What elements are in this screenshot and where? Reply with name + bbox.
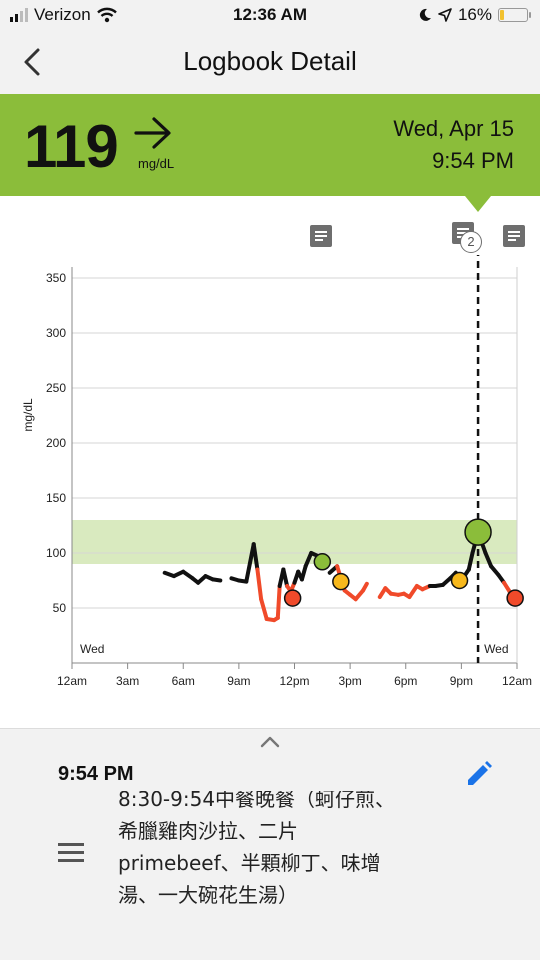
- chevron-up-icon[interactable]: [259, 735, 281, 749]
- note-icon[interactable]: [503, 225, 525, 247]
- back-button[interactable]: [18, 46, 48, 78]
- note-text: 8:30-9:54中餐晚餐（蚵仔煎、 希臘雞肉沙拉、二片 primebeef、半…: [118, 791, 448, 941]
- glucose-trace-segment: [255, 567, 264, 602]
- y-tick-label: 200: [46, 436, 66, 450]
- x-tick-label: 3am: [116, 674, 139, 688]
- x-tick-label: 3pm: [338, 674, 361, 688]
- y-tick-label: 300: [46, 326, 66, 340]
- x-tick-label: 12pm: [279, 674, 309, 688]
- day-label: Wed: [80, 642, 104, 656]
- reading-banner: 119 mg/dL Wed, Apr 15 9:54 PM: [0, 94, 540, 196]
- note-line: 8:30-9:54中餐晚餐（蚵仔煎、: [118, 791, 396, 811]
- glucose-trace-segment: [259, 597, 269, 621]
- x-tick-label: 9pm: [450, 674, 473, 688]
- target-range-band: [72, 520, 517, 564]
- glucose-value: 119: [24, 113, 119, 180]
- glucose-trace-segment: [466, 551, 475, 572]
- y-tick-label: 150: [46, 491, 66, 505]
- battery-icon: [498, 8, 531, 22]
- glucose-unit: mg/dL: [138, 156, 175, 171]
- day-label: Wed: [484, 642, 508, 656]
- reading-marker: [332, 572, 350, 591]
- glucose-trace-segment: [483, 551, 494, 569]
- panel-divider: [0, 728, 540, 729]
- note-line: 希臘雞肉沙拉、二片: [118, 819, 298, 843]
- detail-time: 9:54 PM: [58, 763, 134, 785]
- x-tick-label: 6am: [172, 674, 195, 688]
- note-line: primebeef、半顆柳丁、味增: [118, 851, 381, 875]
- glucose-trace-segment: [407, 584, 419, 599]
- glucose-trace-segment: [251, 542, 260, 572]
- reading-marker: [283, 589, 302, 607]
- wifi-icon: [96, 7, 117, 23]
- glucose-trace-segment: [361, 581, 369, 593]
- selected-reading-marker: [464, 518, 492, 546]
- note-count-badge: 2: [460, 231, 482, 253]
- signal-icon: [10, 8, 28, 22]
- glucose-trace-segment: [244, 542, 256, 584]
- reading-date: Wed, Apr 15: [393, 116, 514, 141]
- page-title: Logbook Detail: [183, 46, 357, 76]
- glucose-trace-segment: [281, 567, 290, 588]
- pencil-icon[interactable]: [464, 759, 494, 789]
- y-axis-label: mg/dL: [21, 398, 35, 432]
- moon-icon: [419, 8, 431, 21]
- x-tick-label: 6pm: [394, 674, 417, 688]
- glucose-trace-segment: [303, 551, 314, 569]
- battery-percent: 16%: [457, 5, 492, 24]
- nav-bar: Logbook Detail: [0, 32, 540, 94]
- status-bar: Verizon 12:36 AM 16%: [0, 0, 540, 32]
- glucose-trace-segment: [275, 584, 282, 620]
- banner-pointer: [465, 196, 491, 212]
- reading-marker: [313, 553, 332, 571]
- x-tick-label: 12am: [502, 674, 532, 688]
- reading-time: 9:54 PM: [432, 148, 514, 173]
- reading-marker: [450, 571, 469, 590]
- y-tick-label: 250: [46, 381, 66, 395]
- x-tick-label: 12am: [57, 674, 87, 688]
- y-tick-label: 350: [46, 271, 66, 285]
- glucose-trace-segment: [299, 564, 308, 582]
- glucose-chart: 50 100 150 200 250 300 350 mg/dL 12am 3am 6am 9am 12…: [21, 255, 532, 688]
- y-tick-label: 100: [46, 546, 66, 560]
- y-tick-label: 50: [53, 601, 67, 615]
- x-tick-label: 9am: [227, 674, 250, 688]
- chevron-left-icon: [24, 48, 40, 76]
- notes-icon: [58, 843, 84, 863]
- arrow-right-icon: [134, 117, 171, 149]
- glucose-trace-segment: [210, 577, 223, 583]
- detail-panel: 9:54 PM 8:30-9:54中餐晚餐（蚵仔煎、 希臘雞肉沙拉、二片 pri…: [0, 729, 540, 960]
- carrier-label: Verizon: [34, 5, 91, 24]
- reading-marker: [506, 589, 524, 607]
- note-icon[interactable]: [310, 225, 332, 247]
- location-icon: [438, 8, 452, 22]
- note-line: 湯、一大碗花生湯）: [118, 883, 298, 907]
